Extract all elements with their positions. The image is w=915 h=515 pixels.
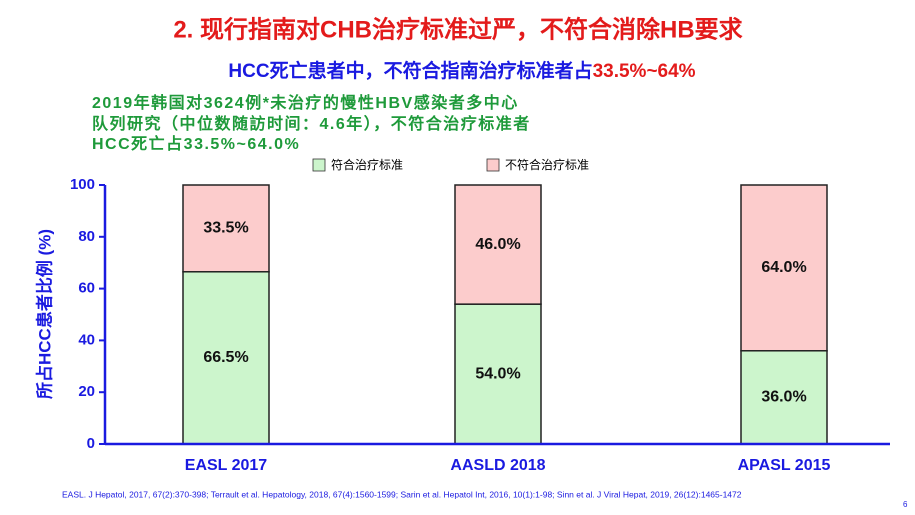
y-tick-label: 60 — [78, 280, 95, 297]
value-label: 36.0% — [761, 389, 806, 406]
bar-segment — [454, 303, 542, 445]
legend-label: 符合治疗标准 — [331, 157, 403, 172]
y-tick-label: 100 — [70, 176, 95, 193]
value-label: 66.5% — [203, 349, 248, 366]
bar-segment — [740, 184, 828, 352]
legend-swatch — [312, 158, 326, 172]
y-tick-label: 20 — [78, 383, 95, 400]
slide-title: 2. 现行指南对CHB治疗标准过严，不符合消除HB要求 — [173, 15, 742, 43]
bar-segment — [740, 350, 828, 445]
y-tick-label: 40 — [78, 331, 95, 348]
y-axis-label: 所占HCC患者比例 (%) — [34, 229, 54, 399]
value-label: 33.5% — [203, 220, 248, 237]
description-line: 队列研究（中位数随訪时间：4.6年），不符合治疗标准者 — [92, 114, 531, 133]
x-tick-label: EASL 2017 — [185, 457, 268, 474]
page-number: 6 — [903, 500, 908, 509]
y-tick-label: 80 — [78, 228, 95, 245]
legend-label: 不符合治疗标准 — [505, 157, 589, 172]
y-tick-label: 0 — [87, 435, 95, 452]
x-tick-label: APASL 2015 — [738, 457, 831, 474]
x-tick-label: AASLD 2018 — [450, 457, 545, 474]
subtitle: HCC死亡患者中，不符合指南治疗标准者占33.5%~64% — [228, 59, 695, 82]
description-line: HCC死亡占33.5%~64.0% — [92, 134, 300, 153]
value-label: 46.0% — [475, 236, 520, 253]
subtitle-highlight: 33.5%~64% — [593, 61, 696, 82]
description-line: 2019年韩国对3624例*未治疗的慢性HBV感染者多中心 — [92, 93, 519, 112]
footnote: EASL. J Hepatol, 2017, 67(2):370-398; Te… — [62, 489, 742, 499]
bar-segment — [454, 184, 542, 305]
legend-swatch — [486, 158, 500, 172]
value-label: 64.0% — [761, 259, 806, 276]
subtitle-text: HCC死亡患者中，不符合指南治疗标准者占 — [228, 59, 592, 82]
value-label: 54.0% — [475, 365, 520, 382]
bar-segment — [182, 184, 270, 273]
